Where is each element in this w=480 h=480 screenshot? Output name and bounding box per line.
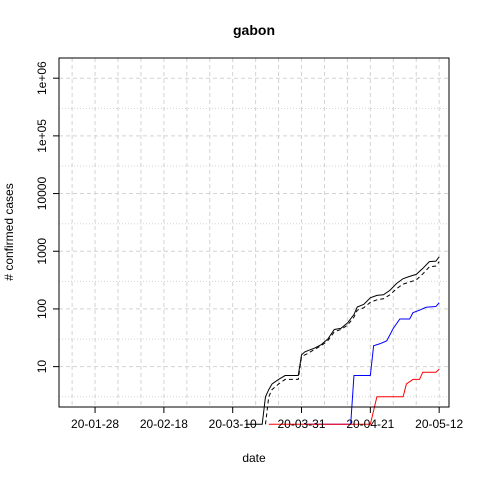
y-tick-label: 1000	[35, 238, 49, 265]
x-tick-label: 20-03-10	[209, 417, 257, 431]
x-tick-label: 20-02-18	[140, 417, 188, 431]
series-layer	[245, 256, 440, 425]
y-tick-label: 10	[35, 360, 49, 374]
series-line-1	[245, 256, 440, 425]
x-axis-label: date	[242, 451, 266, 465]
y-tick-label: 1e+05	[35, 119, 49, 153]
y-axis-label: # confirmed cases	[2, 183, 16, 280]
axis-layer: 20-01-28 20-02-18 20-03-10 20-03-31 20-04-21…	[35, 61, 464, 431]
plot-frame	[58, 57, 450, 408]
y-tick-label: 100	[35, 299, 49, 319]
y-tick-label: 10000	[35, 177, 49, 211]
chart-title: gabon	[233, 22, 275, 38]
x-tick-label: 20-03-31	[277, 417, 325, 431]
grid-layer	[59, 58, 449, 407]
series-line-4	[268, 368, 440, 425]
series-line-2	[264, 261, 440, 425]
x-tick-label: 20-01-28	[71, 417, 119, 431]
series-line-3	[304, 302, 440, 425]
y-tick-label: 1e+06	[35, 61, 49, 95]
x-tick-label: 20-04-21	[346, 417, 394, 431]
x-tick-label: 20-05-12	[415, 417, 463, 431]
